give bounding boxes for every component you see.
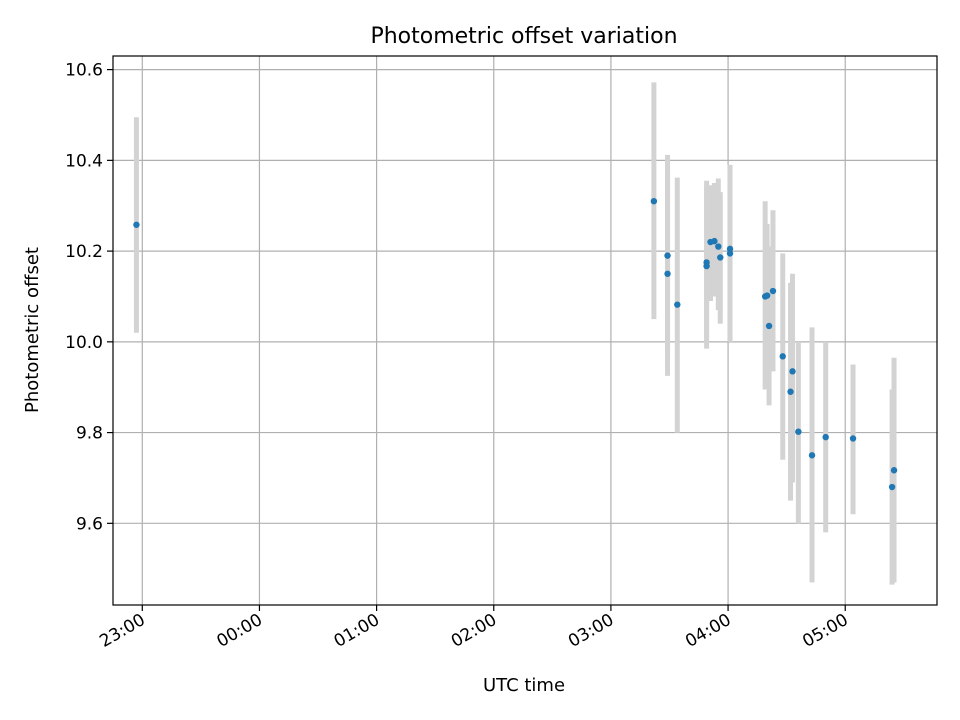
data-point [849,435,857,442]
data-point [890,467,898,474]
y-tick-label: 10.2 [65,242,103,262]
data-point [787,388,794,395]
data-point [795,428,802,435]
data-point [726,250,734,257]
y-axis-ticks: 9.6 9.8 10.0 10.2 10.4 10.6 [65,61,113,534]
y-tick-label: 9.8 [76,424,103,444]
data-point [779,353,786,360]
data-points [133,197,898,491]
data-point [726,245,734,253]
data-point [765,322,773,330]
plot-frame [112,55,938,606]
data-point [133,221,140,228]
data-point [664,252,671,259]
data-point [703,259,710,266]
data-point [822,433,829,441]
data-point [664,270,671,277]
data-point [808,452,816,459]
data-point [717,254,724,261]
data-point [888,483,896,491]
y-tick-label: 10.4 [65,151,103,171]
data-point [763,292,771,299]
data-point [650,197,658,205]
x-axis-label: UTC time [483,675,565,696]
chart-title: Photometric offset variation [370,24,677,49]
data-point [789,368,796,375]
y-tick-label: 10.0 [65,333,103,353]
data-point [674,301,681,308]
y-tick-label: 10.6 [65,61,103,81]
y-tick-label: 9.6 [76,514,103,534]
data-point [769,287,777,295]
data-point [711,237,718,245]
data-point [715,243,722,250]
y-axis-label: Photometric offset [22,247,43,413]
